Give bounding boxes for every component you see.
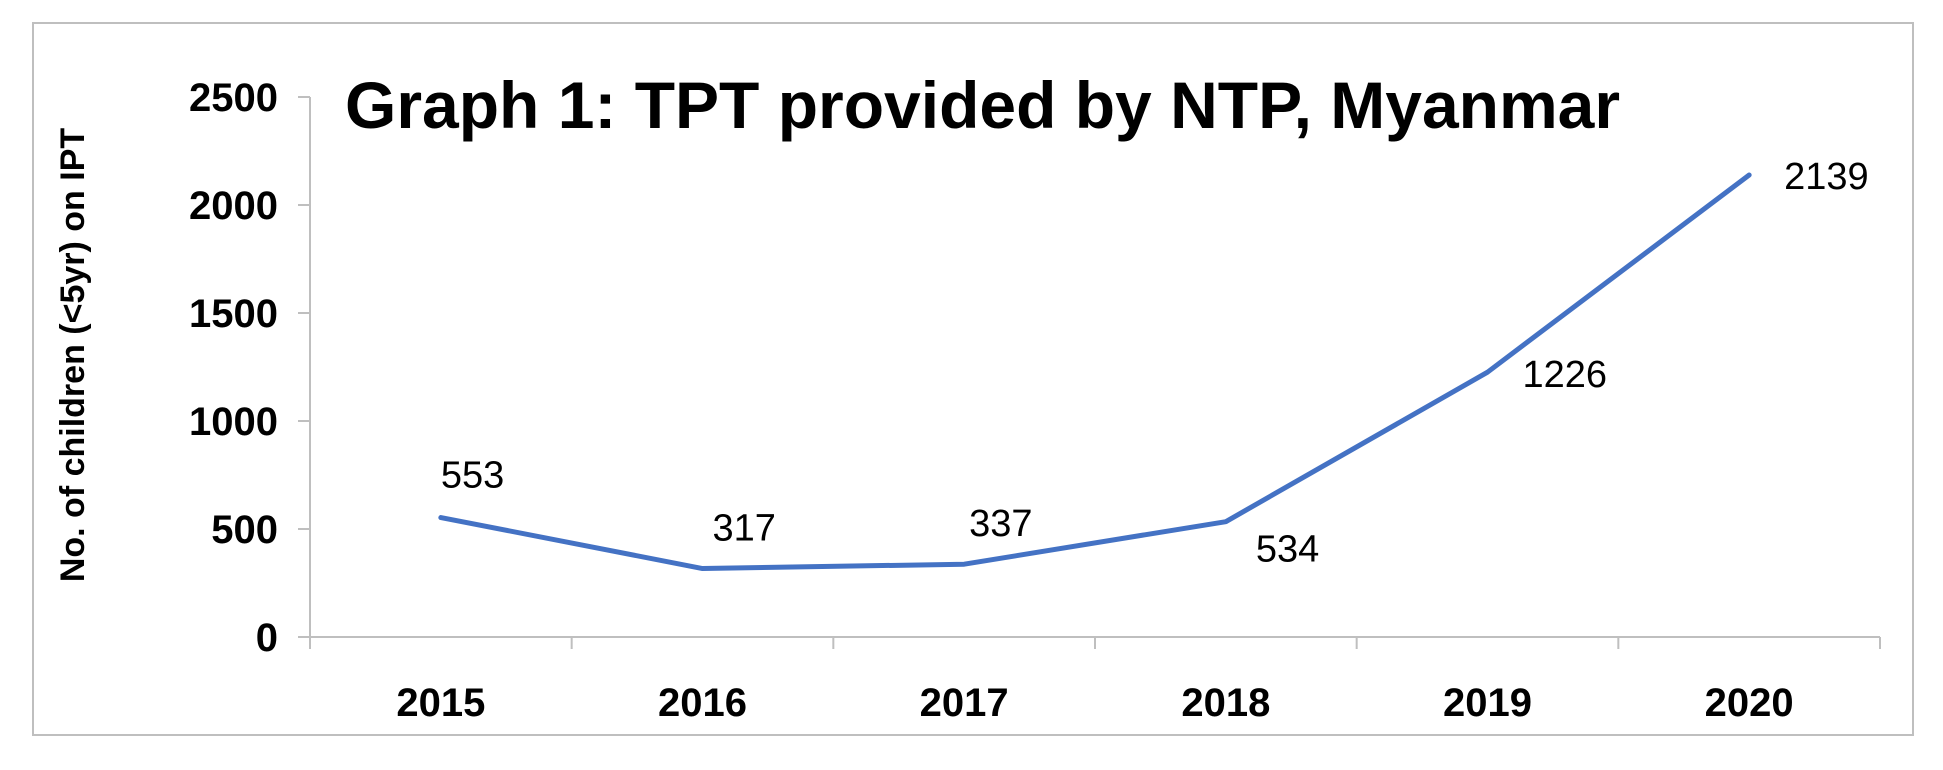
data-label: 1226 [1523, 354, 1608, 396]
x-tick-label: 2017 [920, 681, 1009, 725]
data-label: 534 [1256, 529, 1319, 571]
x-tick-label: 2018 [1181, 681, 1270, 725]
y-tick-label: 1000 [189, 400, 278, 444]
y-tick-label: 2500 [189, 76, 278, 120]
y-tick-label: 500 [211, 508, 278, 552]
x-tick-label: 2020 [1705, 681, 1794, 725]
y-tick-label: 0 [256, 616, 278, 660]
y-tick-labels: 0 500 1000 1500 2000 2500 [189, 76, 310, 660]
x-tick-labels: 2015 2016 2017 2018 2019 2020 [396, 681, 1793, 725]
y-tick-label: 2000 [189, 184, 278, 228]
data-label: 2139 [1784, 156, 1869, 198]
y-tick-label: 1500 [189, 292, 278, 336]
x-axis-ticks [309, 637, 1881, 649]
data-labels: 553 317 337 534 1226 2139 [441, 156, 1869, 571]
x-tick-label: 2015 [396, 681, 485, 725]
data-label: 337 [969, 503, 1032, 545]
data-label: 553 [441, 455, 504, 497]
chart-border [32, 22, 1914, 736]
y-axis-label: No. of children (<5yr) on IPT [54, 128, 92, 583]
data-label: 317 [713, 508, 776, 550]
series-lines [438, 172, 1752, 572]
x-tick-label: 2016 [658, 681, 747, 725]
x-tick-label: 2019 [1443, 681, 1532, 725]
chart-title: Graph 1: TPT provided by NTP, Myanmar [345, 68, 1620, 142]
series-line [438, 172, 1752, 572]
